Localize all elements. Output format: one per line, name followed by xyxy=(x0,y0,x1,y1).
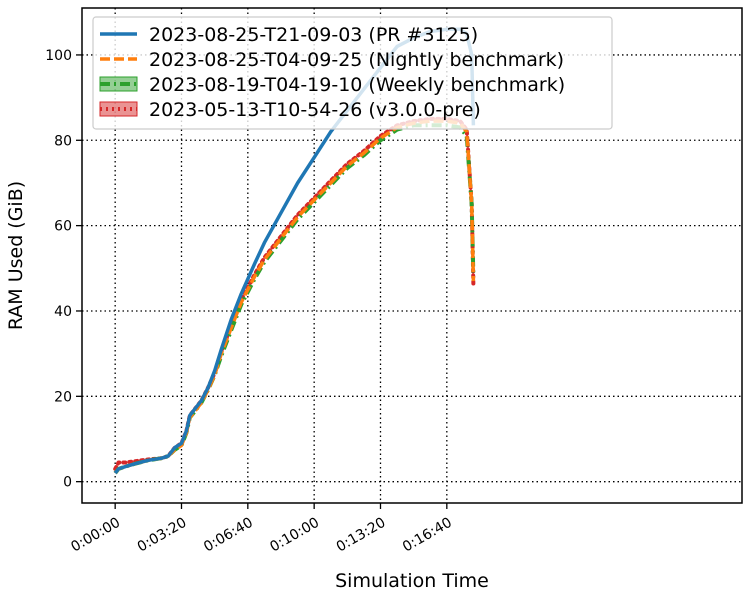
y-tick-label: 40 xyxy=(54,304,72,320)
plot-frame xyxy=(81,7,743,504)
y-tick-label: 0 xyxy=(63,475,72,491)
legend-entry-label: 2023-08-25-T04-09-25 (Nightly benchmark) xyxy=(149,49,564,71)
y-axis-label: RAM Used (GiB) xyxy=(5,181,27,330)
legend: 2023-08-25-T21-09-03 (PR #3125) 2023-08-2… xyxy=(92,16,613,130)
legend-entry-label: 2023-08-25-T21-09-03 (PR #3125) xyxy=(149,24,478,46)
legend-entry-label: 2023-08-19-T04-19-10 (Weekly benchmark) xyxy=(149,74,565,96)
x-axis-label: Simulation Time xyxy=(335,570,489,592)
series-line xyxy=(113,119,476,475)
y-tick-label: 60 xyxy=(54,219,72,235)
legend-entry-label: 2023-05-13-T10-54-26 (v3.0.0-pre) xyxy=(149,99,481,121)
legend-box xyxy=(92,16,613,130)
y-tick-label: 80 xyxy=(54,133,72,149)
y-tick-label: 20 xyxy=(54,389,72,405)
y-tick-label: 100 xyxy=(45,48,72,64)
